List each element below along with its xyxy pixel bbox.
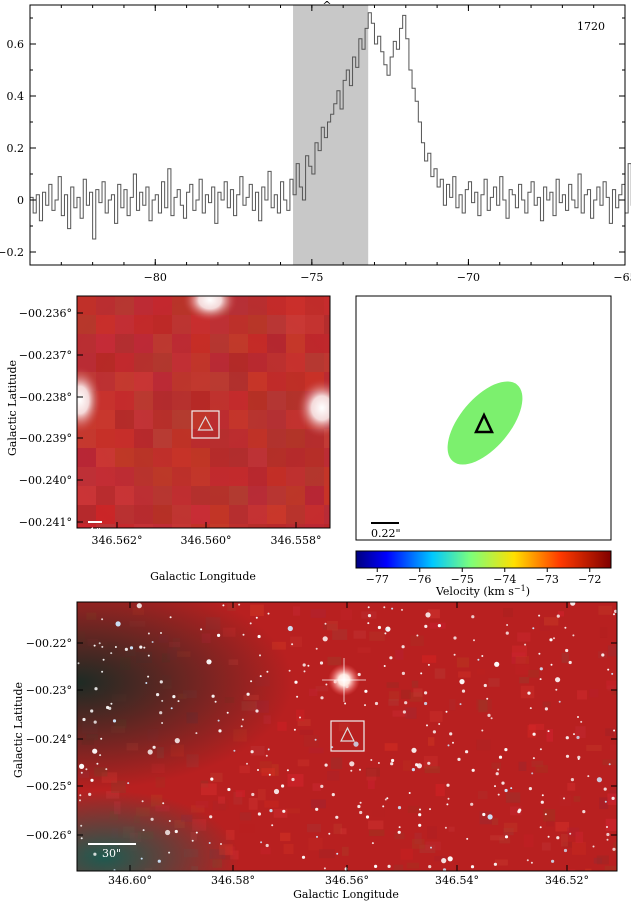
colorbar-tick-label: −76 — [408, 573, 431, 586]
colorbar-tick-label: −72 — [578, 573, 601, 586]
zoom-ylabel: Galactic Latitude — [6, 360, 19, 456]
zoom-ytick-label: −00.238° — [19, 391, 72, 404]
spectrum-xtick-label: −65 — [613, 271, 631, 284]
spectrum-xtick-label: −80 — [144, 271, 167, 284]
zoom-ytick-label: −00.241° — [19, 516, 72, 529]
zoom-frame — [76, 295, 331, 529]
wide-xtick-label: 346.54° — [435, 874, 479, 887]
wide-ytick-label: −00.23° — [26, 684, 72, 697]
wide-target-triangle-icon — [340, 726, 355, 742]
wide-ytick-label: −00.25° — [26, 780, 72, 793]
spectrum-frame — [29, 4, 626, 266]
zoom-ytick-label: −00.237° — [19, 349, 72, 362]
colorbar-tick-label: −75 — [451, 573, 474, 586]
zoom-target-triangle-icon — [197, 415, 214, 431]
spectrum-ytick-label: 0 — [17, 194, 24, 207]
zoom-bright-source-right — [296, 378, 330, 438]
colorbar-tick-label: −74 — [493, 573, 516, 586]
zoom-xtick-label: 346.560° — [181, 534, 232, 547]
wide-ytick-label: −00.22° — [26, 637, 72, 650]
zoom-bright-source-top — [182, 296, 238, 322]
zoom-bright-source-left — [77, 366, 102, 434]
zoom-scalebar-label: 1" — [89, 526, 101, 539]
wide-target-box — [330, 720, 365, 752]
spectrum-ytick-label: 0.4 — [7, 90, 25, 103]
zoom-xlabel: Galactic Longitude — [150, 570, 256, 583]
wide-xtick-label: 346.52° — [545, 874, 589, 887]
wide-ylabel: Galactic Latitude — [12, 682, 25, 778]
spectrum-marker: ^ — [322, 0, 331, 12]
wide-xtick-label: 346.58° — [211, 874, 255, 887]
colorbar-tick-label: −77 — [366, 573, 389, 586]
colorbar-tick-label: −73 — [536, 573, 559, 586]
wide-ytick-label: −00.24° — [26, 733, 72, 746]
velocity-scalebar-label: 0.22" — [371, 527, 401, 540]
velocity-map-panel: 0.22" −77 −76 −75 −74 −73 −72 Velocity (km s−… — [355, 295, 612, 598]
wide-scalebar-label: 30" — [102, 847, 121, 860]
wide-xlabel: Galactic Longitude — [293, 888, 399, 901]
zoom-ytick-label: −00.239° — [19, 432, 72, 445]
velocity-colorbar — [355, 550, 612, 569]
velocity-triangle-icon — [474, 412, 494, 434]
wide-xtick-label: 346.56° — [325, 874, 369, 887]
wide-xtick-label: 346.60° — [108, 874, 152, 887]
spectrum-annotation: 1720 — [577, 20, 605, 33]
spectrum-ytick-label: 0.2 — [7, 142, 25, 155]
spectrum-ytick-label: −0.2 — [0, 246, 24, 259]
zoom-xtick-label: 346.562° — [92, 534, 143, 547]
zoom-target-box — [191, 410, 220, 439]
spectrum-chart: −80 −75 −70 −65 −0.2 0 0.2 0.4 0.6 1720 ^ — [0, 0, 631, 284]
wide-ytick-label: −00.26° — [26, 829, 72, 842]
velocity-ellipse — [447, 381, 523, 465]
spectrum-shaded-band — [293, 5, 369, 265]
wide-field-image-panel: 30" 346.60° 346.58° 346.56° 346.54° 346.52° −… — [12, 601, 618, 901]
colorbar-label: Velocity (km s−1) — [435, 584, 530, 598]
spectrum-xtick-label: −75 — [300, 271, 323, 284]
zoom-image-panel: 1" 346.562° 346.560° 346.558° −00.236° −00.2… — [6, 295, 331, 583]
spectrum-line — [30, 12, 631, 240]
zoom-ytick-label: −00.236° — [19, 307, 72, 320]
spectrum-ytick-label: 0.6 — [7, 38, 25, 51]
zoom-ytick-label: −00.240° — [19, 474, 72, 487]
spectrum-xtick-label: −70 — [457, 271, 480, 284]
zoom-xtick-label: 346.558° — [271, 534, 322, 547]
